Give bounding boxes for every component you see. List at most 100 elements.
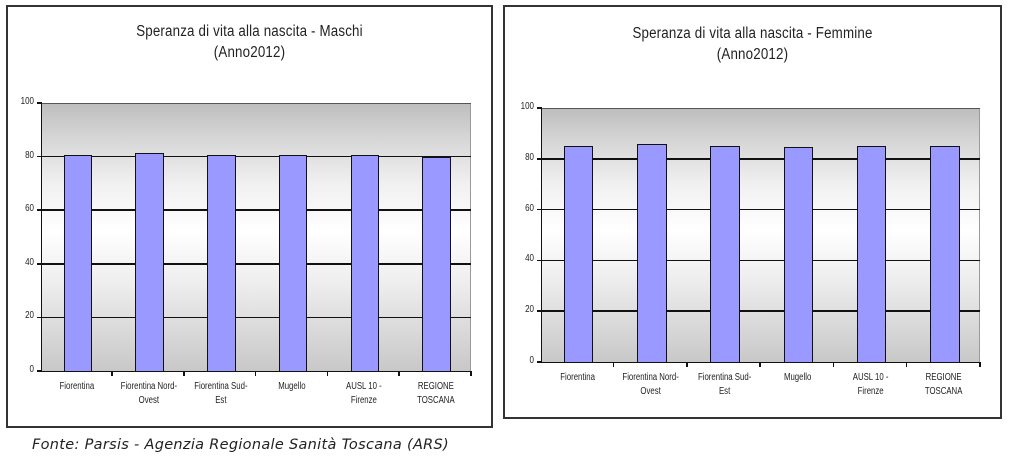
x-label-line2: Est [214,395,227,406]
x-tick-mark [398,371,400,376]
y-tick-mark [37,263,42,265]
x-label-line2: Firenze [857,386,884,397]
x-tick-mark [470,371,472,376]
x-tick-mark [111,371,113,376]
bar-fiorentina-sud-est [207,154,236,371]
y-axis-tick-label: 80 [25,149,34,161]
x-axis-category-label: AUSL 10 - Firenze [331,380,396,408]
x-label-line1: Fiorentina Sud- [193,381,248,392]
x-axis-category-label: REGIONE TOSCANA [911,371,977,399]
x-label-line2: TOSCANA [416,395,455,406]
y-tick-mark [537,158,542,160]
x-label-line1: Fiorentina Sud- [697,372,751,383]
gridline [542,259,980,262]
y-axis-tick-label: 40 [25,256,34,268]
plot-right-border [470,103,471,371]
x-label-line1: Mugello [783,372,812,383]
x-axis-category-label: Fiorentina [44,380,109,394]
x-label-line1: AUSL 10 - [852,372,889,383]
bar-fiorentina [63,155,93,371]
x-label-line2: TOSCANA [925,386,963,397]
x-tick-mark [686,362,688,367]
y-axis-tick-label: 80 [525,151,534,163]
x-label-line1: REGIONE [925,372,962,383]
x-label-line1: Fiorentina Nord- [622,372,680,383]
bar-mugello [278,155,308,371]
y-axis-tick-label: 100 [20,96,34,107]
x-axis-category-label: Fiorentina Nord- Ovest [116,380,181,408]
x-axis-category-label: REGIONE TOSCANA [403,380,468,408]
x-tick-mark [183,371,185,376]
x-label-line2: Firenze [350,395,377,406]
chart-maschi-title-line1: Speranza di vita alla nascita - Maschi [136,23,363,40]
x-axis-category-label: Mugello [259,380,324,394]
source-caption: Fonte: Parsis - Agenzia Regionale Sanità… [32,437,450,453]
y-axis-tick-label: 100 [520,101,534,112]
x-axis-category-label: Fiorentina Sud- Est [691,371,757,399]
x-axis-category-label: Fiorentina Sud- Est [188,380,253,408]
gridline [42,155,471,158]
chart-femmine-title: Speranza di vita alla nascita - Femmine … [540,23,966,65]
gridline [42,209,471,211]
chart-femmine-title-line2: (Anno2012) [716,46,789,63]
plot-right-border [979,108,980,362]
bar-regione-toscana [422,157,451,371]
chart-femmine-title-line1: Speranza di vita alla nascita - Femmine [632,25,873,42]
y-axis-tick-label: 20 [25,310,34,322]
y-axis-tick-label: 40 [525,253,534,265]
x-label-line2: Est [718,386,730,397]
bar-fiorentina [563,146,594,362]
chart-maschi-title-line2: (Anno2012) [213,44,286,61]
y-axis-tick-label: 60 [25,203,34,215]
x-label-line1: Mugello [278,381,306,392]
x-tick-mark [612,362,615,367]
x-label-line2: Ovest [138,395,159,406]
y-tick-mark [537,259,542,262]
y-axis-tick-label: 60 [525,202,534,214]
y-tick-mark [37,370,42,372]
x-label-line1: Fiorentina Nord- [120,381,177,392]
bar-fiorentina-sud-est [710,145,740,362]
y-axis-tick-label: 0 [29,364,34,375]
x-label-line1: Fiorentina [59,381,95,392]
bar-fiorentina-nord-ovest [135,153,164,371]
x-label-line1: Fiorentina [560,372,595,383]
gridline [542,208,980,211]
y-axis-tick-label: 0 [529,355,534,366]
y-tick-mark [537,107,542,109]
y-tick-mark [537,361,542,363]
bar-regione-toscana [930,146,960,362]
x-axis-category-label: AUSL 10 - Firenze [837,371,903,399]
gridline-top [42,103,471,104]
bar-mugello [783,147,814,362]
chart-maschi-title: Speranza di vita alla nascita - Maschi (… [42,21,457,63]
y-tick-mark [37,102,42,104]
bar-ausl-10-firenze [856,145,887,362]
x-tick-mark [326,371,328,376]
x-axis-category-label: Mugello [764,371,830,385]
y-tick-mark [37,155,42,158]
x-tick-mark [254,371,257,376]
y-tick-mark [37,316,42,319]
gridline [542,158,980,160]
x-tick-mark [832,362,834,367]
y-tick-mark [537,208,542,211]
x-label-line2: Ovest [640,386,662,397]
x-tick-mark [905,362,908,367]
y-tick-mark [537,310,542,312]
gridline [42,263,471,265]
gridline-top [542,108,980,109]
y-tick-mark [37,209,42,211]
gridline [42,316,471,319]
bar-fiorentina-nord-ovest [637,144,667,362]
bar-ausl-10-firenze [350,154,380,371]
x-tick-mark [979,362,981,367]
x-axis-category-label: Fiorentina Nord- Ovest [618,371,684,399]
x-axis-category-label: Fiorentina [544,371,610,385]
x-label-line1: REGIONE [417,381,454,392]
gridline [542,310,980,312]
chart-femmine-plot-area [541,108,980,363]
x-tick-mark [759,362,761,367]
y-axis-tick-label: 20 [525,304,534,316]
x-label-line1: AUSL 10 - [346,381,382,392]
